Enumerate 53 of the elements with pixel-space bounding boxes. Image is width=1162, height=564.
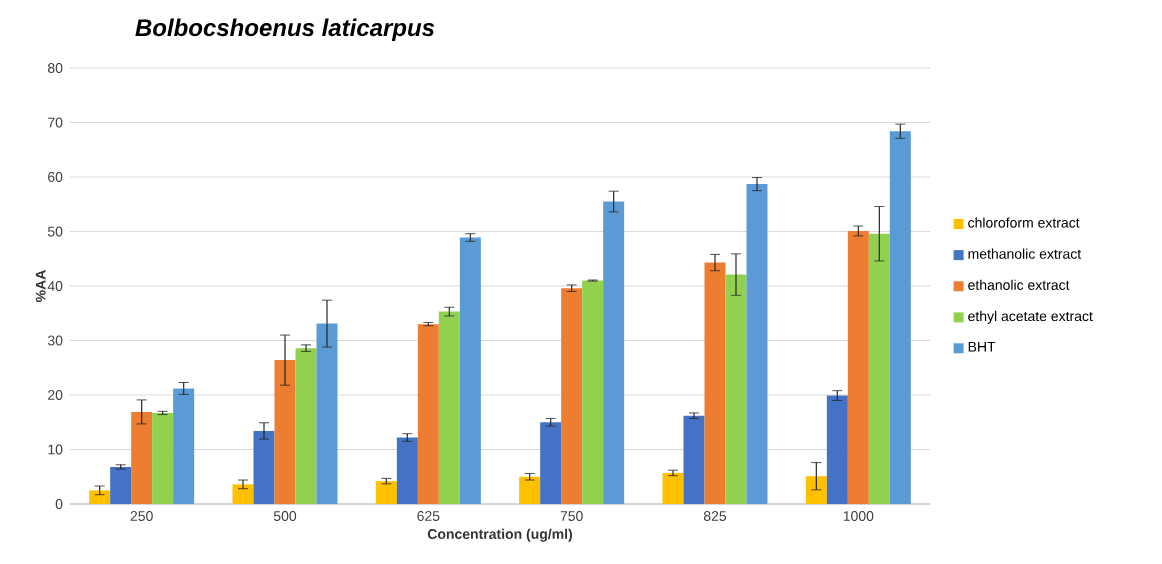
bar (519, 476, 541, 504)
bar (375, 481, 397, 504)
bar (459, 237, 481, 504)
y-tick-label: 0 (55, 499, 63, 509)
legend-label: chloroform extract (968, 217, 1080, 228)
y-tick-label: 80 (47, 63, 63, 73)
bar (805, 476, 827, 504)
bar (746, 184, 768, 504)
bar (295, 348, 317, 504)
x-tick-label: 625 (417, 511, 440, 521)
x-tick-label: 250 (130, 511, 153, 521)
bar (847, 230, 869, 504)
bar (868, 233, 890, 504)
y-tick-label: 70 (48, 117, 63, 128)
bar (889, 131, 911, 504)
x-tick-label: 825 (703, 511, 727, 521)
bar (316, 323, 338, 504)
x-tick-label: 750 (560, 511, 583, 521)
bar (561, 288, 583, 504)
y-tick-label: 20 (48, 390, 63, 400)
y-tick-label: 10 (48, 444, 63, 455)
bar (725, 274, 747, 504)
bar (826, 395, 848, 504)
y-tick-label: 60 (48, 172, 63, 182)
bar (662, 472, 684, 504)
legend-label: BHT (968, 341, 996, 352)
legend-label: ethanolic extract (968, 279, 1070, 290)
bar (131, 411, 153, 504)
bar (253, 430, 275, 504)
bar (683, 415, 705, 504)
bar (173, 388, 195, 504)
y-axis-title: %AA (35, 270, 46, 302)
bar (704, 262, 726, 504)
bar (417, 324, 439, 504)
bar (438, 311, 460, 504)
chart-title: Bolbocshoenus laticarpus (135, 18, 435, 41)
bar (110, 466, 132, 504)
x-tick-label: 500 (273, 511, 297, 521)
y-tick-label: 30 (47, 335, 63, 346)
bar (89, 490, 111, 504)
bar (603, 201, 625, 504)
legend-label: methanolic extract (968, 248, 1082, 259)
bar (540, 422, 562, 504)
legend-label: ethyl acetate extract (968, 310, 1093, 324)
x-axis-title: Concentration (ug/ml) (427, 528, 572, 542)
bar (152, 412, 174, 504)
bar (274, 360, 296, 504)
bar (582, 280, 604, 504)
bar (232, 484, 254, 504)
y-tick-label: 50 (47, 226, 63, 237)
bar (396, 437, 418, 504)
x-tick-label: 1000 (843, 511, 874, 521)
y-tick-label: 40 (47, 281, 63, 291)
